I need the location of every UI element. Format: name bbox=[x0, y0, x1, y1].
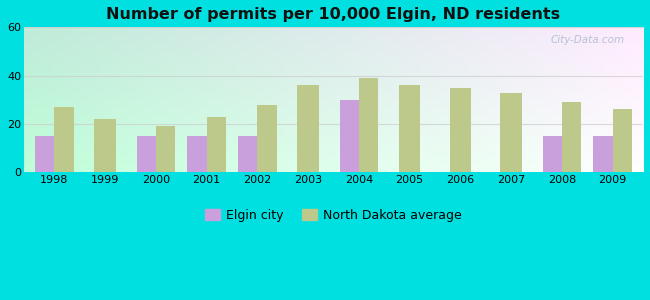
Legend: Elgin city, North Dakota average: Elgin city, North Dakota average bbox=[200, 204, 467, 227]
Bar bbox=[156, 126, 175, 172]
Bar bbox=[450, 88, 471, 172]
Bar bbox=[562, 102, 581, 172]
Bar bbox=[359, 78, 378, 172]
Bar bbox=[187, 136, 207, 172]
Bar bbox=[238, 136, 257, 172]
Bar bbox=[55, 107, 73, 172]
Bar bbox=[136, 136, 156, 172]
Bar bbox=[500, 92, 522, 172]
Bar bbox=[207, 117, 226, 172]
Bar bbox=[399, 85, 420, 172]
Title: Number of permits per 10,000 Elgin, ND residents: Number of permits per 10,000 Elgin, ND r… bbox=[107, 7, 560, 22]
Bar bbox=[35, 136, 55, 172]
Bar bbox=[298, 85, 318, 172]
Bar bbox=[612, 110, 632, 172]
Bar bbox=[257, 105, 277, 172]
Text: City-Data.com: City-Data.com bbox=[551, 34, 625, 44]
Bar bbox=[339, 100, 359, 172]
Bar bbox=[593, 136, 612, 172]
Bar bbox=[94, 119, 116, 172]
Bar bbox=[543, 136, 562, 172]
